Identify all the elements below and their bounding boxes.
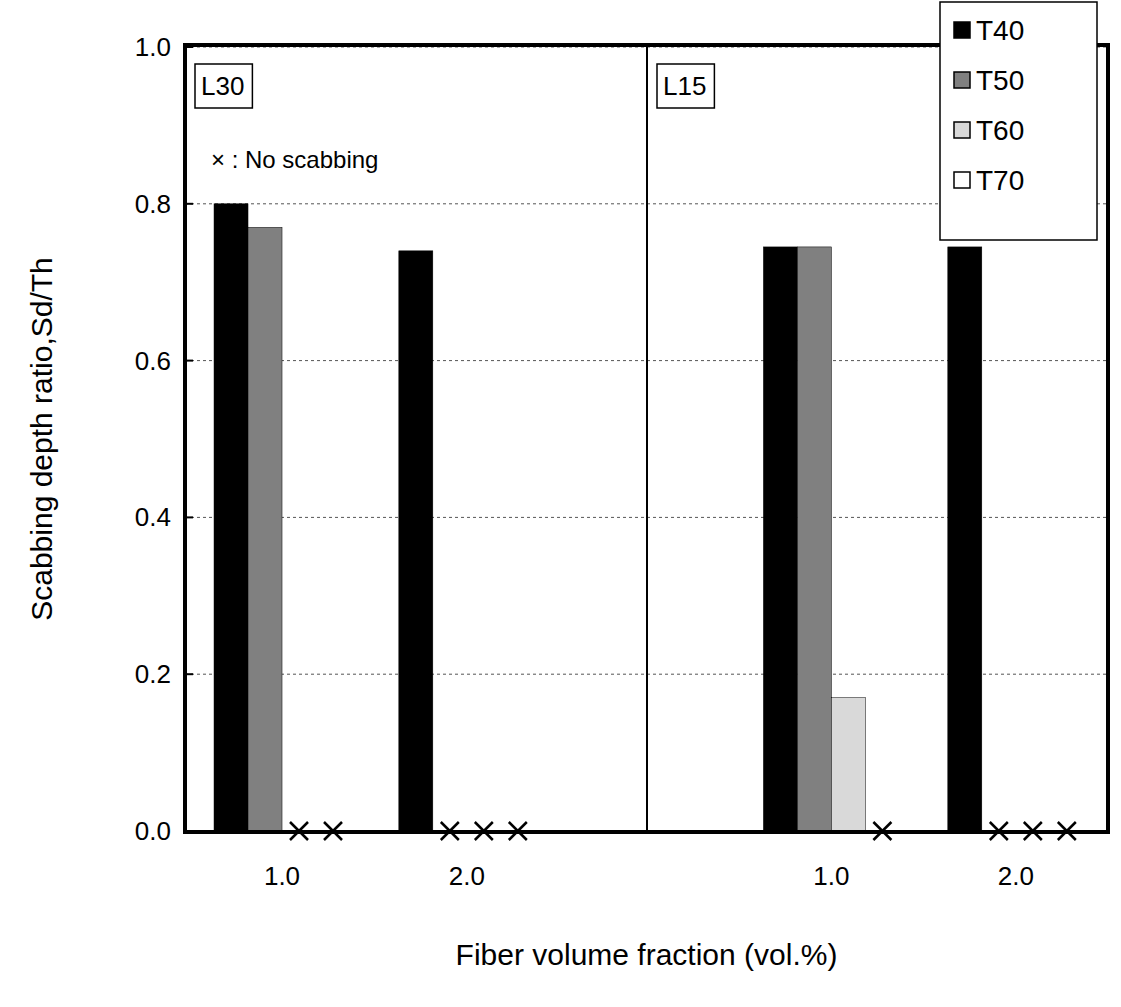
tick-label: 1.0 bbox=[135, 32, 171, 62]
legend-label: T60 bbox=[976, 115, 1024, 146]
category-label: 2.0 bbox=[449, 861, 485, 891]
grid-line bbox=[647, 517, 1108, 518]
legend: T40 T50 T60 T70 bbox=[940, 2, 1097, 240]
panel-title-box bbox=[657, 64, 714, 108]
panel-title-box bbox=[195, 64, 252, 108]
grid-line bbox=[647, 360, 1108, 361]
legend-label: T50 bbox=[976, 65, 1024, 96]
legend-label: T40 bbox=[976, 15, 1024, 46]
bars bbox=[214, 204, 433, 831]
legend-swatch bbox=[954, 72, 970, 88]
x-axis-label: Fiber volume fraction (vol.%) bbox=[456, 938, 838, 971]
chart: 0.0 0.2 0.4 0.6 0.8 1.0 1.0 2.0 L30 × : No scabbi… bbox=[0, 0, 1121, 1007]
bar bbox=[948, 247, 982, 831]
panel-title: L30 bbox=[201, 71, 244, 101]
panel-divider bbox=[646, 45, 648, 832]
grid-line bbox=[185, 203, 647, 204]
tick-label: 0.4 bbox=[135, 502, 171, 532]
legend-swatch bbox=[954, 22, 970, 38]
y-axis-label: Scabbing depth ratio,Sd/Th bbox=[25, 257, 58, 621]
tick-label: 0.6 bbox=[135, 346, 171, 376]
bar bbox=[831, 698, 865, 831]
legend-swatch bbox=[954, 172, 970, 188]
tick-label: 0.0 bbox=[135, 816, 171, 846]
bar bbox=[797, 247, 831, 831]
category-label: 2.0 bbox=[998, 861, 1034, 891]
grid-line bbox=[647, 674, 1108, 675]
annotation: × : No scabbing bbox=[211, 146, 378, 173]
bars bbox=[763, 247, 981, 831]
tick-label: 0.8 bbox=[135, 189, 171, 219]
tick-label: 0.2 bbox=[135, 659, 171, 689]
category-label: 1.0 bbox=[813, 861, 849, 891]
bar bbox=[214, 204, 248, 831]
legend-label: T70 bbox=[976, 165, 1024, 196]
bar bbox=[399, 251, 433, 831]
legend-swatch bbox=[954, 122, 970, 138]
legend-box bbox=[940, 2, 1097, 240]
category-label: 1.0 bbox=[264, 861, 300, 891]
bar bbox=[248, 227, 282, 831]
bar bbox=[763, 247, 797, 831]
panel-title: L15 bbox=[663, 71, 706, 101]
